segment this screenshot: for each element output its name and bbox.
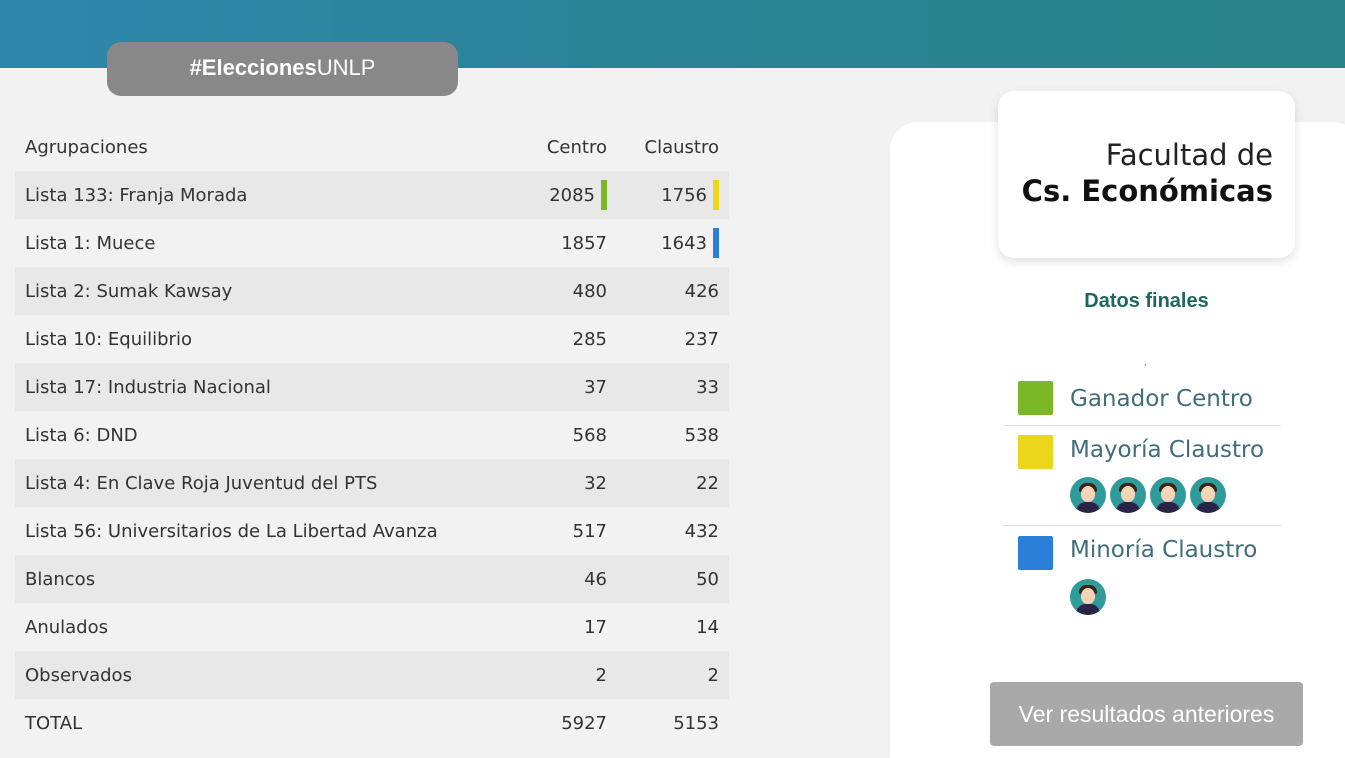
hashtag-bold: #Elecciones — [189, 55, 317, 80]
table-row: Lista 1: Muece 1857 1643 — [15, 219, 729, 267]
mayoria-seats — [1070, 477, 1226, 513]
legend-ganador-centro: Ganador Centro — [1003, 381, 1281, 421]
row-name: Lista 6: DND — [25, 424, 138, 446]
minoria-claustro-label: Minoría Claustro — [1070, 537, 1258, 563]
table-row: Lista 4: En Clave Roja Juventud del PTS … — [15, 459, 729, 507]
table-row: Anulados 17 14 — [15, 603, 729, 651]
row-centro: 37 — [584, 376, 607, 398]
row-name: Lista 1: Muece — [25, 232, 156, 254]
row-name: Lista 133: Franja Morada — [25, 184, 248, 206]
mayoria-claustro-label: Mayoría Claustro — [1070, 437, 1265, 463]
legend-divider — [1003, 425, 1281, 426]
ganador-centro-swatch — [1018, 381, 1053, 415]
ganador-centro-label: Ganador Centro — [1070, 386, 1253, 412]
table-row: Lista 17: Industria Nacional 37 33 — [15, 363, 729, 411]
row-name: Observados — [25, 664, 132, 686]
tiny-mark: , — [1144, 358, 1147, 367]
facultad-card: Facultad de Cs. Económicas — [998, 91, 1295, 258]
table-row: Lista 6: DND 568 538 — [15, 411, 729, 459]
row-claustro: 538 — [684, 424, 719, 446]
row-name: TOTAL — [25, 712, 83, 734]
row-centro: 1857 — [561, 232, 607, 254]
header-claustro: Claustro — [644, 137, 719, 158]
facultad-line2: Cs. Económicas — [1021, 174, 1273, 208]
row-name: Lista 17: Industria Nacional — [25, 376, 271, 398]
row-claustro: 50 — [696, 568, 719, 590]
row-centro: 480 — [572, 280, 607, 302]
legend-mayoria-claustro: Mayoría Claustro — [1003, 435, 1281, 517]
legend-minoria-claustro: Minoría Claustro — [1003, 536, 1281, 618]
row-claustro: 5153 — [673, 712, 719, 734]
person-avatar-icon — [1190, 477, 1226, 513]
hashtag-banner: #Elecciones UNLP — [107, 42, 458, 96]
row-name: Lista 10: Equilibrio — [25, 328, 192, 350]
mayoria-claustro-marker — [713, 180, 719, 210]
row-claustro: 237 — [684, 328, 719, 350]
table-row: Observados 2 2 — [15, 651, 729, 699]
minoria-claustro-swatch — [1018, 536, 1053, 570]
table-row: Lista 10: Equilibrio 285 237 — [15, 315, 729, 363]
row-centro: 568 — [572, 424, 607, 446]
person-avatar-icon — [1070, 579, 1106, 615]
row-centro: 2085 — [507, 180, 607, 210]
row-centro: 32 — [584, 472, 607, 494]
facultad-line1: Facultad de — [1105, 138, 1273, 172]
row-centro: 46 — [584, 568, 607, 590]
ver-resultados-anteriores-button[interactable]: Ver resultados anteriores — [990, 682, 1303, 746]
row-claustro: 432 — [684, 520, 719, 542]
row-centro: 2 — [595, 664, 607, 686]
table-row: Lista 56: Universitarios de La Libertad … — [15, 507, 729, 555]
table-row-total: TOTAL 5927 5153 — [15, 699, 729, 747]
header-agrupaciones: Agrupaciones — [25, 137, 148, 158]
person-avatar-icon — [1150, 477, 1186, 513]
row-name: Lista 2: Sumak Kawsay — [25, 280, 233, 302]
table-row: Lista 133: Franja Morada 2085 1756 — [15, 171, 729, 219]
row-name: Anulados — [25, 616, 108, 638]
row-centro: 517 — [572, 520, 607, 542]
row-claustro: 1643 — [607, 228, 729, 258]
row-claustro: 2 — [707, 664, 719, 686]
row-claustro: 22 — [696, 472, 719, 494]
row-centro: 285 — [572, 328, 607, 350]
row-centro: 17 — [584, 616, 607, 638]
person-avatar-icon — [1070, 477, 1106, 513]
row-claustro: 1756 — [607, 180, 729, 210]
results-table: Agrupaciones Centro Claustro Lista 133: … — [15, 124, 729, 747]
table-header: Agrupaciones Centro Claustro — [15, 124, 729, 171]
datos-finales-title: Datos finales — [1084, 290, 1209, 312]
mayoria-claustro-swatch — [1018, 435, 1053, 469]
row-name: Blancos — [25, 568, 96, 590]
legend-divider — [1003, 525, 1281, 526]
person-avatar-icon — [1110, 477, 1146, 513]
table-row: Blancos 46 50 — [15, 555, 729, 603]
minoria-claustro-marker — [713, 228, 719, 258]
hashtag-rest: UNLP — [316, 55, 376, 80]
ganador-centro-marker — [601, 180, 607, 210]
table-row: Lista 2: Sumak Kawsay 480 426 — [15, 267, 729, 315]
minoria-seats — [1070, 579, 1106, 615]
row-claustro: 426 — [684, 280, 719, 302]
header-centro: Centro — [546, 137, 607, 158]
row-centro: 5927 — [561, 712, 607, 734]
row-claustro: 33 — [696, 376, 719, 398]
row-claustro: 14 — [696, 616, 719, 638]
row-name: Lista 56: Universitarios de La Libertad … — [25, 520, 438, 542]
row-name: Lista 4: En Clave Roja Juventud del PTS — [25, 472, 378, 494]
